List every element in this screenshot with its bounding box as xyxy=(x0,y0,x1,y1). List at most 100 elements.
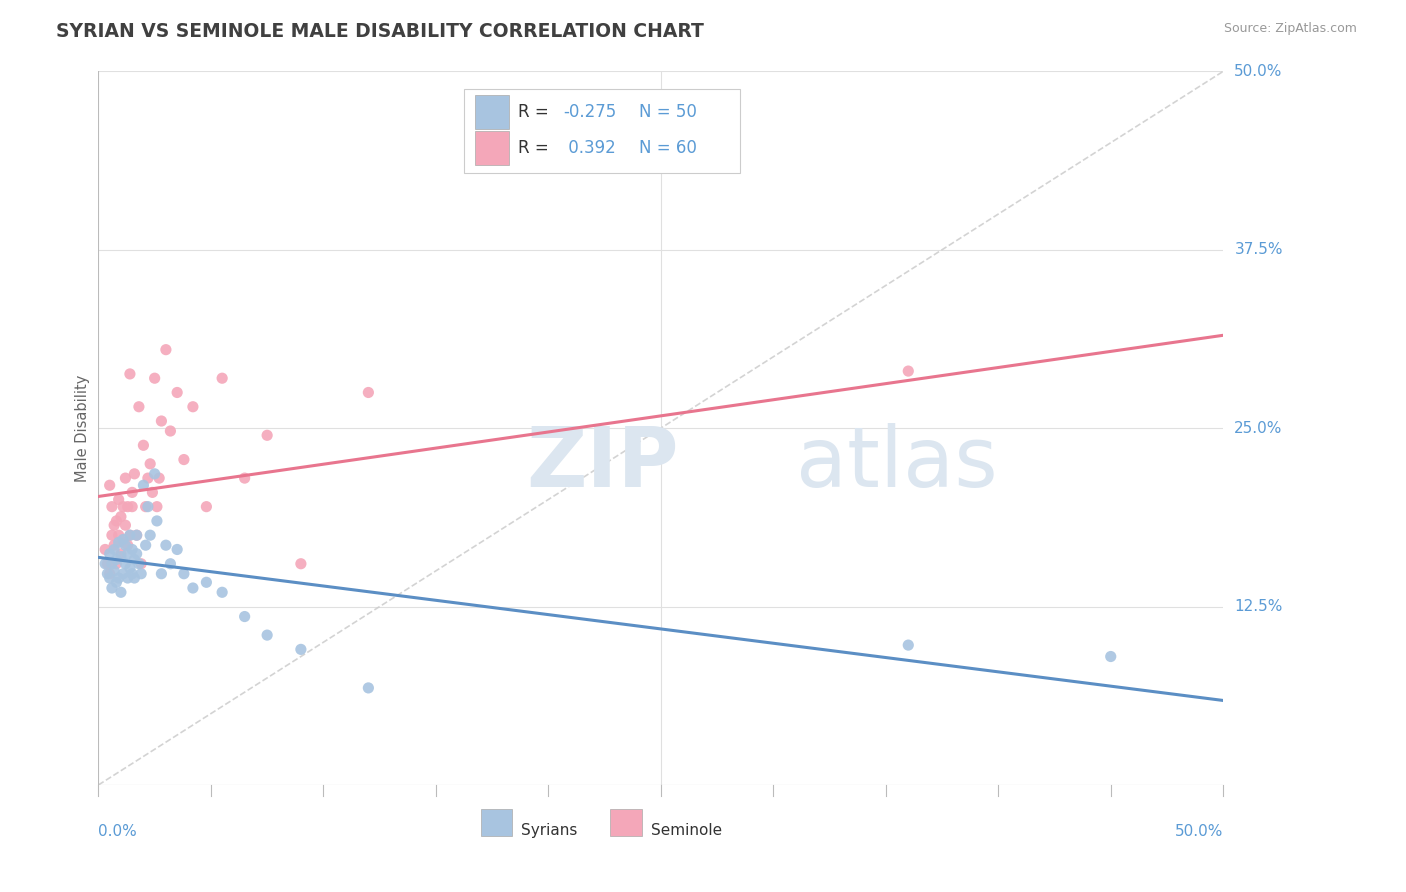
Text: SYRIAN VS SEMINOLE MALE DISABILITY CORRELATION CHART: SYRIAN VS SEMINOLE MALE DISABILITY CORRE… xyxy=(56,22,704,41)
Point xyxy=(195,500,218,514)
Text: Source: ZipAtlas.com: Source: ZipAtlas.com xyxy=(1223,22,1357,36)
Point xyxy=(125,528,148,542)
Point xyxy=(118,367,141,381)
Text: 25.0%: 25.0% xyxy=(1234,421,1282,435)
Point xyxy=(101,581,124,595)
Point xyxy=(181,400,204,414)
Point xyxy=(98,478,121,492)
Point xyxy=(141,485,163,500)
Point xyxy=(233,609,256,624)
Point xyxy=(139,457,162,471)
Point xyxy=(897,364,920,378)
Point xyxy=(159,424,181,438)
Point xyxy=(136,471,159,485)
Point xyxy=(195,575,218,590)
Point xyxy=(105,575,128,590)
Point xyxy=(1099,649,1122,664)
Point xyxy=(105,552,128,566)
Point xyxy=(110,549,132,564)
Point xyxy=(103,564,125,578)
Point xyxy=(124,571,146,585)
Text: 37.5%: 37.5% xyxy=(1234,243,1282,257)
Point xyxy=(143,467,166,481)
Point xyxy=(110,547,132,561)
Point xyxy=(101,528,124,542)
Text: N = 60: N = 60 xyxy=(640,139,697,157)
Point xyxy=(114,538,136,552)
Point xyxy=(107,571,129,585)
Point xyxy=(110,585,132,599)
FancyBboxPatch shape xyxy=(475,95,509,129)
Point xyxy=(118,561,141,575)
Point xyxy=(101,557,124,571)
Point xyxy=(128,557,150,571)
Text: ZIP: ZIP xyxy=(526,424,678,504)
Point xyxy=(148,471,170,485)
Text: -0.275: -0.275 xyxy=(562,103,616,121)
Point xyxy=(125,528,148,542)
Point xyxy=(290,642,312,657)
Point xyxy=(136,500,159,514)
Point xyxy=(117,500,139,514)
Text: 50.0%: 50.0% xyxy=(1234,64,1282,78)
Point xyxy=(129,566,152,581)
Point xyxy=(124,467,146,481)
Point xyxy=(114,557,136,571)
Point xyxy=(96,557,118,571)
Point xyxy=(143,371,166,385)
Point xyxy=(166,385,188,400)
Point xyxy=(114,471,136,485)
Point xyxy=(173,566,195,581)
Point xyxy=(150,566,173,581)
Text: 0.0%: 0.0% xyxy=(98,824,138,839)
Point xyxy=(139,528,162,542)
Point xyxy=(121,500,143,514)
Point xyxy=(150,414,173,428)
Point xyxy=(159,557,181,571)
Text: 0.392: 0.392 xyxy=(562,139,616,157)
Point xyxy=(112,500,135,514)
Point xyxy=(103,538,125,552)
Point xyxy=(211,371,233,385)
Point xyxy=(155,538,177,552)
FancyBboxPatch shape xyxy=(475,130,509,165)
Point xyxy=(101,500,124,514)
Point xyxy=(181,581,204,595)
Text: 50.0%: 50.0% xyxy=(1175,824,1223,839)
Point xyxy=(121,566,143,581)
Point xyxy=(121,542,143,557)
Point xyxy=(357,681,380,695)
Point xyxy=(146,514,169,528)
FancyBboxPatch shape xyxy=(464,89,740,173)
Point xyxy=(103,542,125,557)
Point xyxy=(233,471,256,485)
Text: 12.5%: 12.5% xyxy=(1234,599,1282,614)
Point xyxy=(103,518,125,533)
Point xyxy=(114,518,136,533)
Point xyxy=(107,492,129,507)
Point xyxy=(173,452,195,467)
Point xyxy=(129,557,152,571)
Point xyxy=(211,585,233,599)
Point xyxy=(132,478,155,492)
FancyBboxPatch shape xyxy=(481,809,512,837)
Text: R =: R = xyxy=(517,139,554,157)
Point xyxy=(128,400,150,414)
FancyBboxPatch shape xyxy=(610,809,641,837)
Y-axis label: Male Disability: Male Disability xyxy=(75,375,90,482)
Text: Syrians: Syrians xyxy=(522,823,578,838)
Text: R =: R = xyxy=(517,103,554,121)
Point xyxy=(357,385,380,400)
Point xyxy=(112,566,135,581)
Point xyxy=(94,557,117,571)
Point xyxy=(117,571,139,585)
Point xyxy=(105,557,128,571)
Point xyxy=(256,628,278,642)
Point xyxy=(94,542,117,557)
Point xyxy=(112,535,135,549)
Point xyxy=(290,557,312,571)
Point xyxy=(135,538,157,552)
Point xyxy=(1392,343,1406,357)
Point xyxy=(124,552,146,566)
Point xyxy=(107,528,129,542)
